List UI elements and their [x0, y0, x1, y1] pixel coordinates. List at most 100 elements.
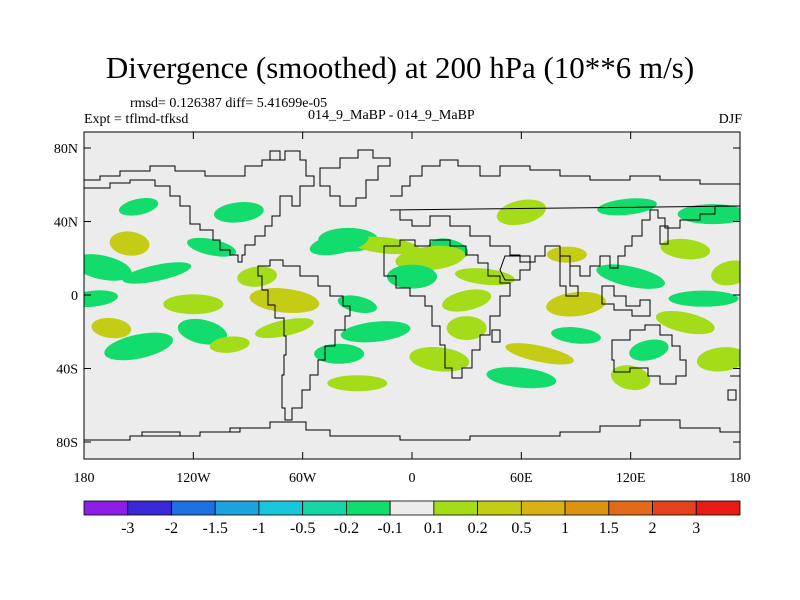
- coast-antarctic-shelf: [141, 427, 250, 436]
- colorbar-label: -3: [121, 520, 134, 537]
- coast-africa: [383, 239, 511, 379]
- coast-madagascar: [491, 329, 501, 343]
- colorbar-swatch: [433, 500, 479, 516]
- divergence-blob: [551, 327, 601, 344]
- coastlines: [84, 149, 740, 441]
- colorbar-swatch: [345, 500, 391, 516]
- divergence-blob: [237, 266, 278, 287]
- divergence-blob: [84, 290, 118, 308]
- divergence-blob: [655, 310, 715, 335]
- divergence-blob: [696, 347, 740, 372]
- colorbar-label: 0.5: [511, 520, 531, 537]
- lat-tick-label: 80N: [54, 142, 78, 157]
- divergence-blob: [109, 231, 150, 256]
- colorbar-swatch: [171, 500, 216, 516]
- coast-australia: [611, 324, 687, 385]
- divergence-blob: [84, 254, 132, 281]
- divergence-blob: [660, 238, 711, 260]
- lon-tick-label: 60W: [289, 471, 317, 486]
- divergence-blob: [442, 289, 492, 312]
- lon-tick-label: 0: [409, 471, 416, 486]
- colorbar-label: -0.5: [290, 520, 315, 537]
- longitude-axis: 180 120W 60W 0 60E 120E 180: [74, 132, 751, 486]
- season-label: DJF: [718, 112, 742, 127]
- coast-japan: [659, 225, 669, 245]
- divergence-blob: [327, 375, 388, 392]
- coast-antarctica: [84, 419, 740, 441]
- colorbar-swatch: [258, 500, 304, 516]
- colorbar-label: -0.1: [377, 520, 402, 537]
- divergence-blob: [610, 365, 651, 391]
- colorbar-label: -1.5: [203, 520, 228, 537]
- divergence-blob: [711, 260, 740, 286]
- colorbar-swatch: [652, 500, 697, 516]
- lon-tick-label: 180: [730, 471, 751, 486]
- divergence-blob: [163, 294, 224, 315]
- lon-tick-label: 180: [74, 471, 95, 486]
- rmsd-stats: rmsd= 0.126387 diff= 5.41699e-05: [130, 96, 328, 111]
- divergence-blob: [309, 231, 369, 256]
- colorbar-swatch: [127, 500, 172, 516]
- divergence-blob: [91, 317, 132, 339]
- divergence-blob: [409, 346, 470, 372]
- divergence-blob: [314, 343, 365, 364]
- coast-new-zealand: [727, 375, 740, 401]
- coast-greenland-north: [269, 150, 281, 161]
- colorbar-swatch: [564, 500, 610, 516]
- colorbar-swatch: [477, 500, 522, 516]
- divergence-blob: [596, 264, 665, 289]
- lon-tick-label: 120W: [176, 471, 211, 486]
- colorbar: -3 -2 -1.5 -1 -0.5 -0.2 -0.1 0.1 0.2 0.5 1 1.5 2 3: [83, 500, 741, 537]
- divergence-blob: [496, 199, 546, 226]
- divergence-blob: [340, 321, 411, 343]
- colorbar-label: 1.5: [599, 520, 619, 537]
- coast-arabia: [499, 255, 531, 281]
- colorbar-label: 0.2: [468, 520, 488, 537]
- divergence-blob: [104, 332, 173, 361]
- colorbar-label: 2: [649, 520, 657, 537]
- plot-title: Divergence (smoothed) at 200 hPa (10**6 …: [105, 50, 695, 85]
- colorbar-label: 1: [561, 520, 569, 537]
- divergence-blob: [546, 291, 606, 317]
- divergence-blob: [214, 202, 264, 223]
- divergence-blob: [387, 264, 437, 289]
- divergence-blob: [119, 197, 159, 216]
- coast-india: [559, 255, 579, 297]
- experiment-label: Expt = tflmd-tfksd: [84, 112, 189, 127]
- case-label: 014_9_MaBP - 014_9_MaBP: [308, 108, 475, 123]
- colorbar-swatch: [608, 500, 653, 516]
- divergence-blob: [209, 336, 250, 353]
- divergence-blob: [249, 288, 320, 313]
- coast-arctic-islands: [319, 149, 391, 207]
- colorbar-swatch: [520, 500, 566, 516]
- lat-tick-label: 0: [71, 289, 78, 304]
- colorbar-label: 3: [692, 520, 700, 537]
- colorbar-label: 0.1: [424, 520, 444, 537]
- divergence-blob: [122, 262, 192, 284]
- coast-south-america: [257, 259, 351, 421]
- divergence-blob: [337, 295, 377, 314]
- divergence-blob: [395, 245, 466, 271]
- divergence-blob: [546, 246, 587, 263]
- colorbar-swatch: [695, 500, 741, 516]
- divergence-blob: [446, 316, 487, 341]
- colorbar-swatch: [214, 500, 260, 516]
- divergence-blob: [668, 290, 739, 307]
- lat-tick-label: 40S: [56, 363, 78, 378]
- lon-tick-label: 60E: [510, 471, 533, 486]
- colorbar-swatch: [389, 500, 435, 516]
- coast-maritime-continent: [601, 285, 651, 317]
- colorbar-swatch: [302, 500, 347, 516]
- colorbar-label: -0.2: [334, 520, 359, 537]
- divergence-blob: [187, 237, 237, 257]
- divergence-blob: [486, 367, 557, 389]
- latitude-axis: 80N 40N 0 40S 80S: [54, 142, 740, 451]
- lat-tick-label: 40N: [54, 216, 78, 231]
- lon-tick-label: 120E: [616, 471, 646, 486]
- divergence-blob: [629, 339, 669, 361]
- coast-eurasia: [389, 159, 740, 277]
- colorbar-label: -2: [165, 520, 178, 537]
- coast-north-america: [84, 150, 315, 263]
- colorbar-label: -1: [252, 520, 265, 537]
